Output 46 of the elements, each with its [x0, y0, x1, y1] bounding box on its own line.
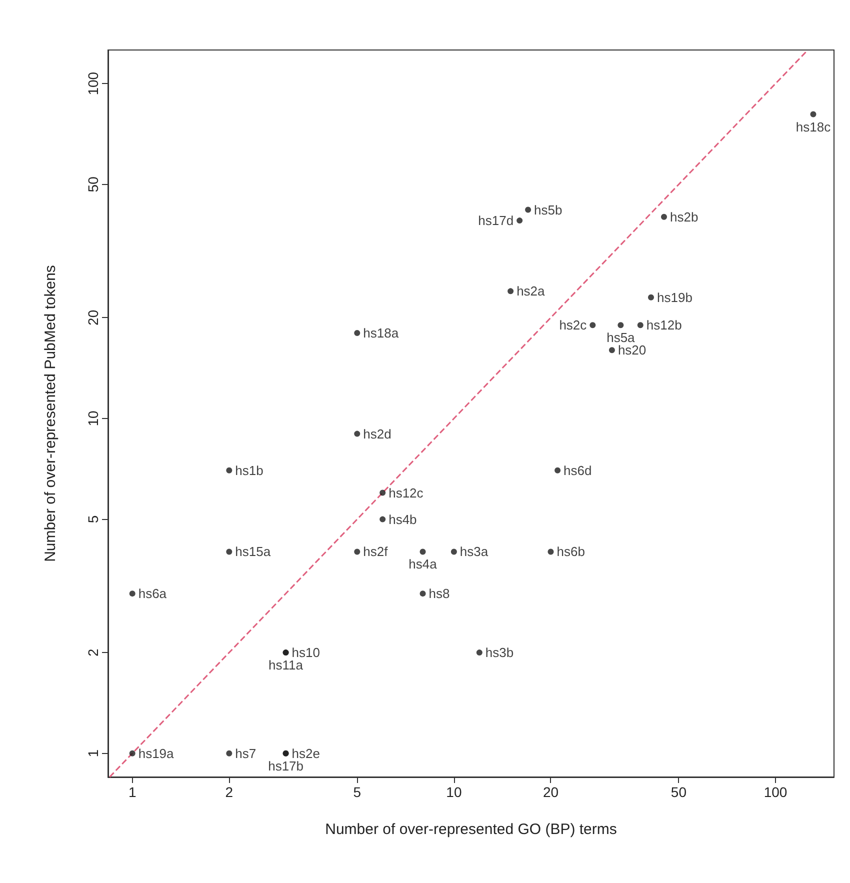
annotation: hs17d: [478, 213, 514, 228]
annotation: hs10: [292, 645, 320, 660]
annotation: hs20: [618, 342, 646, 358]
y-tick-label: 1: [85, 749, 101, 758]
annotation: hs5b: [534, 202, 562, 218]
annotation: hs3b: [485, 645, 514, 660]
annotation: hs12b: [646, 318, 682, 333]
annotation: hs19a: [138, 746, 175, 761]
annotation: hs6b: [556, 544, 585, 560]
x-tick-label: 20: [542, 784, 559, 800]
annotation: hs2d: [363, 426, 392, 442]
annotation: hs2f: [363, 544, 388, 560]
x-tick-label: 1: [128, 784, 136, 800]
annotation: hs11a: [268, 658, 304, 673]
y-axis-title: Number of over-represented PubMed tokens: [42, 265, 59, 562]
annotation: hs19b: [657, 290, 692, 305]
annotation: hs2a: [516, 284, 546, 299]
y-tick-label: 50: [85, 176, 101, 192]
annotation: hs18a: [363, 326, 400, 341]
annotation: hs8: [428, 586, 450, 602]
annotation: hs2e: [292, 746, 320, 761]
x-tick-label: 100: [764, 784, 788, 800]
x-tick-label: 10: [446, 784, 462, 800]
y-tick-label: 100: [85, 72, 101, 96]
annotation: hs3a: [460, 544, 489, 560]
annotation: hs4b: [388, 512, 417, 527]
annotation: hs6a: [138, 586, 168, 602]
annotation: hs6d: [564, 462, 592, 478]
annotation: hs5a: [606, 330, 636, 346]
annotation: hs1b: [235, 462, 264, 478]
x-axis-title: Number of over-represented GO (BP) terms: [325, 821, 617, 838]
y-tick-label: 2: [85, 648, 101, 656]
x-tick-label: 5: [353, 784, 362, 800]
annotation: hs17b: [268, 758, 304, 774]
annotation: hs4a: [408, 556, 438, 572]
y-tick-label: 5: [85, 515, 101, 524]
x-tick-label: 50: [670, 784, 687, 800]
annotation: hs12c: [388, 485, 424, 500]
annotation: hs2b: [670, 209, 698, 224]
annotation: hs7: [235, 746, 256, 761]
y-tick-label: 20: [85, 310, 101, 326]
x-tick-label: 2: [225, 784, 234, 800]
annotation: hs15a: [235, 544, 272, 560]
annotation: hs2c: [559, 318, 588, 333]
y-tick-label: 10: [85, 410, 101, 426]
annotation: hs18c: [796, 119, 832, 134]
